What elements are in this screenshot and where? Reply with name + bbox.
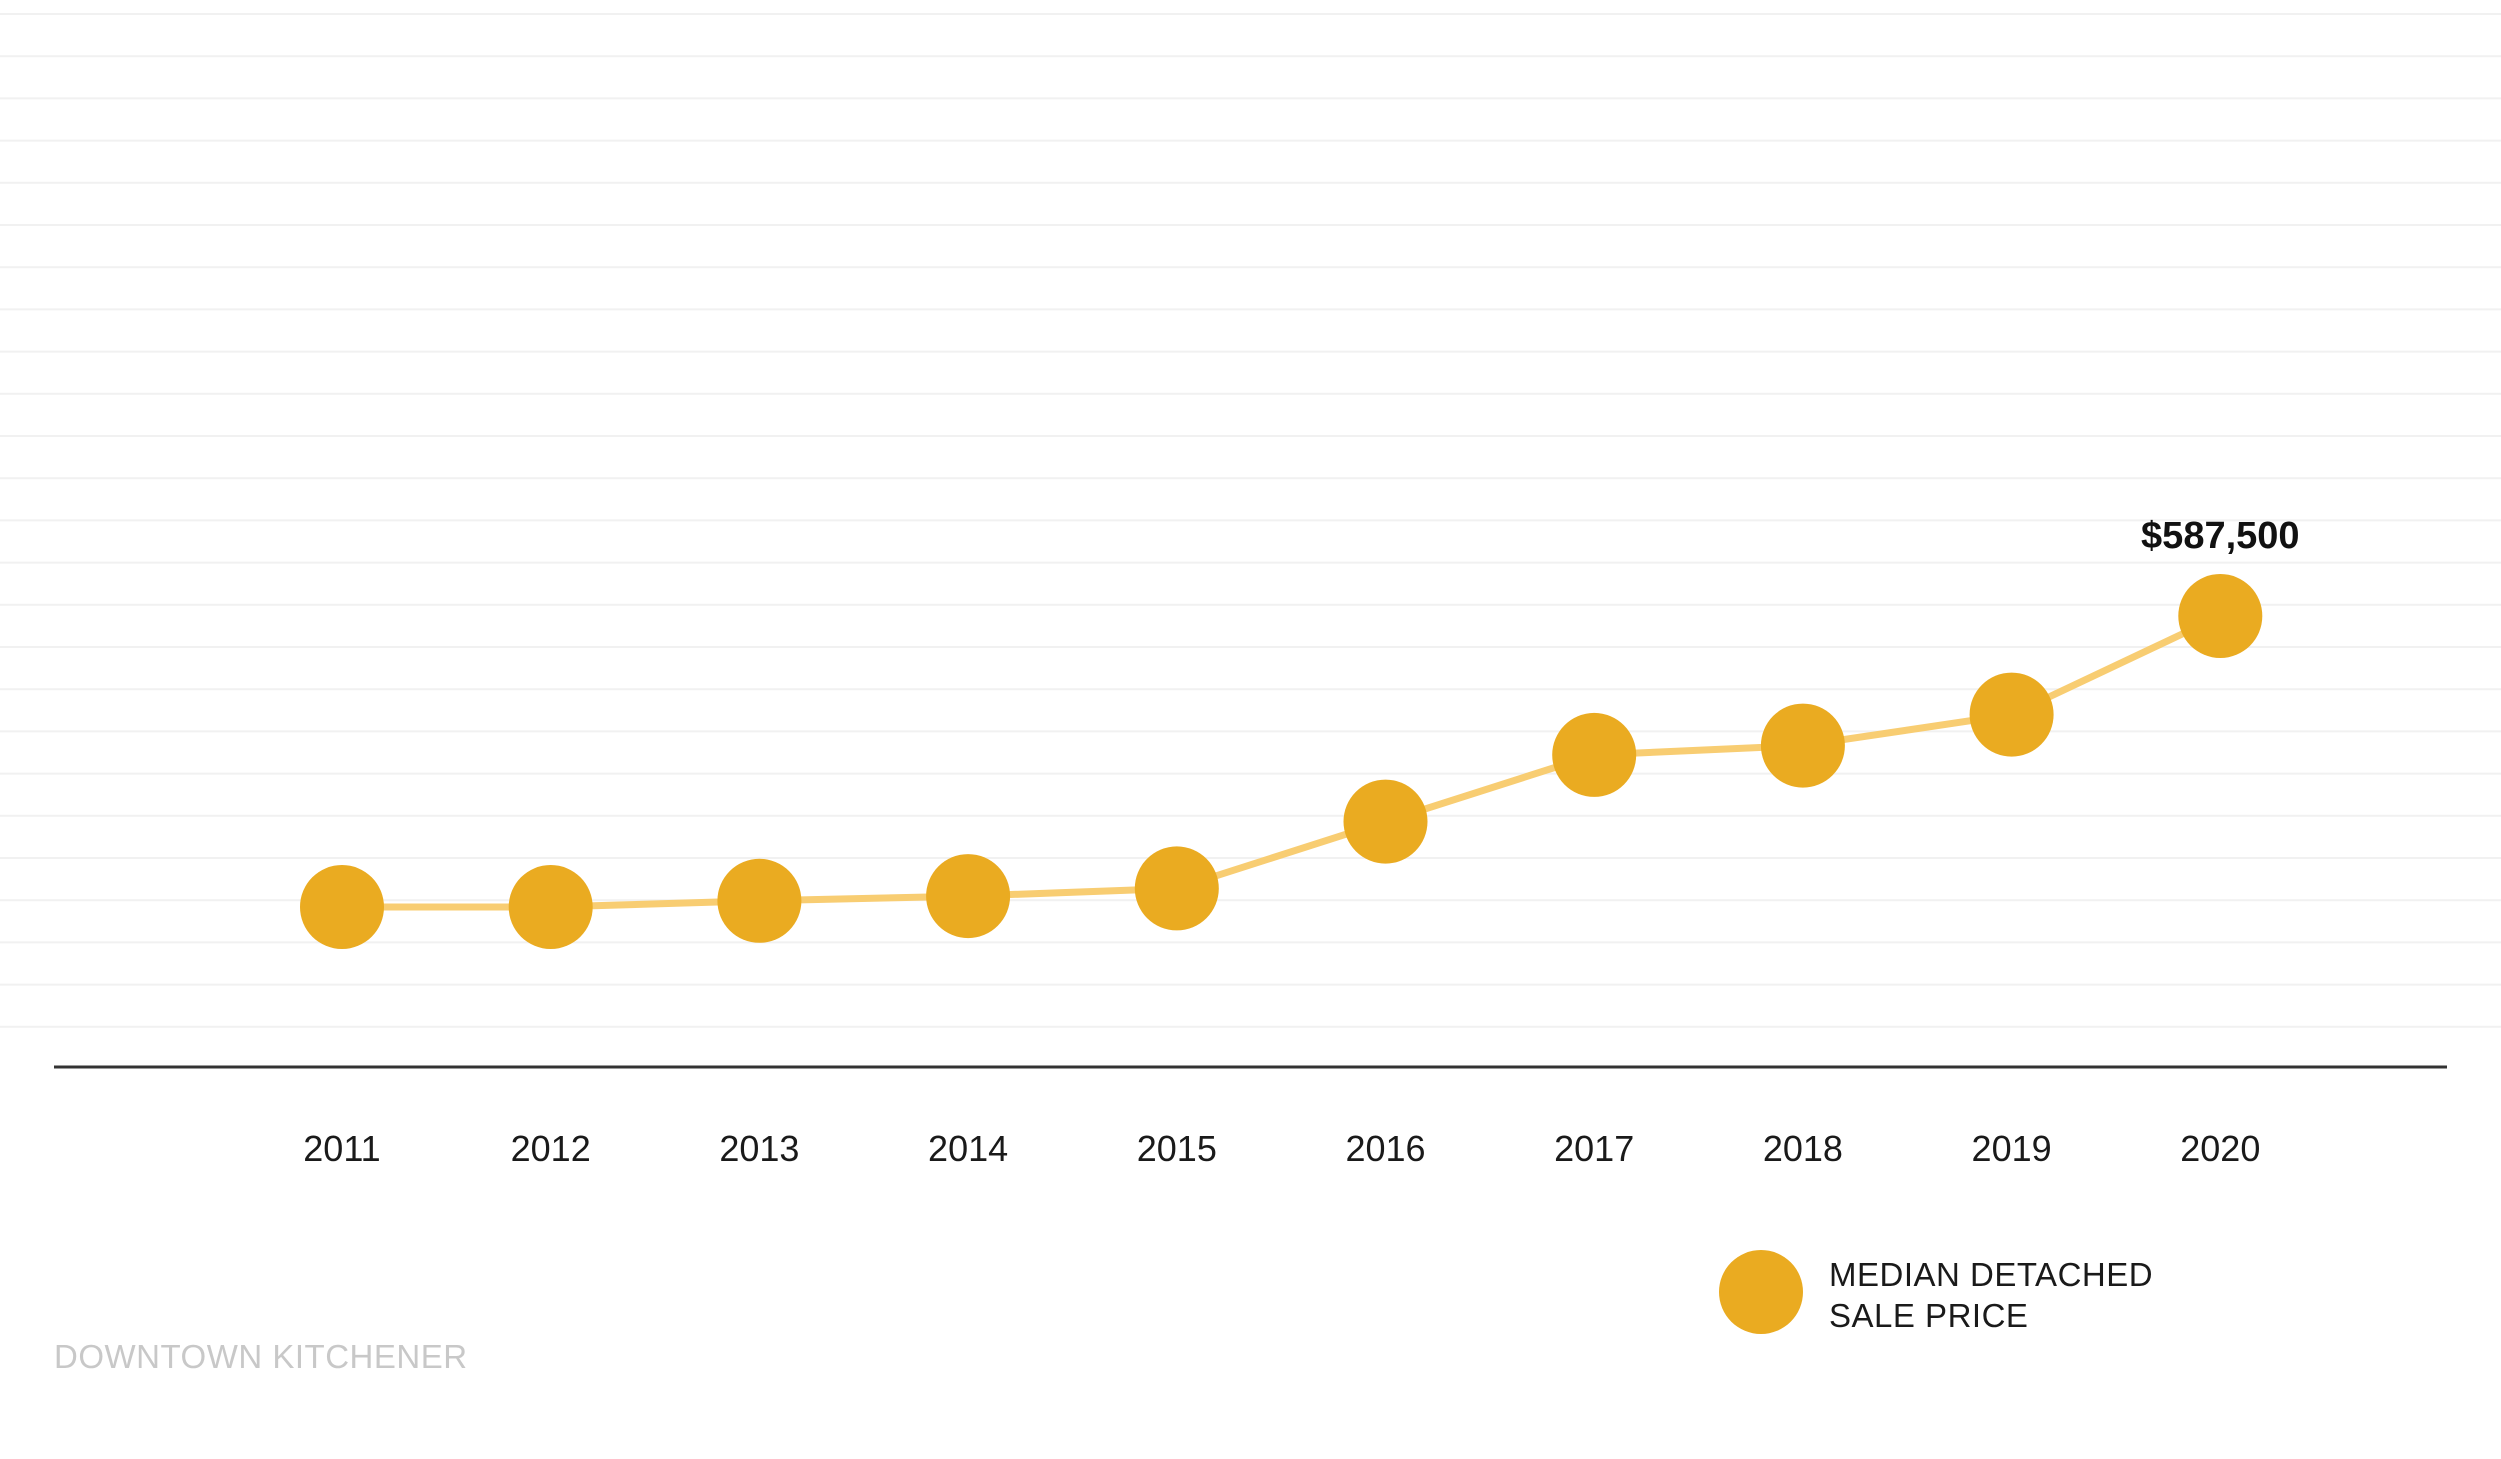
legend-label-line-1: MEDIAN DETACHED: [1829, 1256, 2153, 1293]
x-tick-label-2013: 2013: [719, 1128, 799, 1169]
data-points: [300, 574, 2263, 949]
data-labels: $587,500: [2141, 515, 2300, 557]
source-label: DOWNTOWN KITCHENER: [54, 1338, 468, 1375]
x-tick-label-2018: 2018: [1763, 1128, 1843, 1169]
x-tick-label-2016: 2016: [1345, 1128, 1425, 1169]
gridlines: [0, 13, 2501, 1028]
legend-marker: [1719, 1250, 1803, 1334]
legend: MEDIAN DETACHED SALE PRICE: [1719, 1250, 2153, 1334]
data-point-2020: [2178, 574, 2263, 658]
x-tick-labels: 2011 2012 2013 2014 2015 2016 2017 2018 2019 2020: [303, 1128, 2260, 1169]
data-point-2014: [926, 854, 1011, 939]
data-point-2011: [300, 865, 384, 949]
data-point-2013: [717, 858, 802, 943]
x-tick-label-2019: 2019: [1972, 1128, 2052, 1169]
x-tick-label-2020: 2020: [2180, 1128, 2260, 1169]
x-tick-label-2017: 2017: [1554, 1128, 1634, 1169]
data-point-2012: [508, 865, 593, 949]
data-point-2017: [1552, 712, 1637, 797]
series-line: [338, 612, 2224, 911]
x-tick-label-2015: 2015: [1137, 1128, 1217, 1169]
data-point-2015: [1134, 846, 1219, 931]
x-tick-label-2011: 2011: [303, 1128, 380, 1169]
data-point-2019: [1969, 672, 2054, 757]
data-point-2016: [1343, 779, 1428, 864]
x-tick-label-2014: 2014: [928, 1128, 1008, 1169]
data-point-2018: [1760, 703, 1845, 788]
legend-label-line-2: SALE PRICE: [1829, 1297, 2028, 1334]
x-tick-label-2012: 2012: [511, 1128, 591, 1169]
data-label-2020: $587,500: [2141, 515, 2300, 557]
